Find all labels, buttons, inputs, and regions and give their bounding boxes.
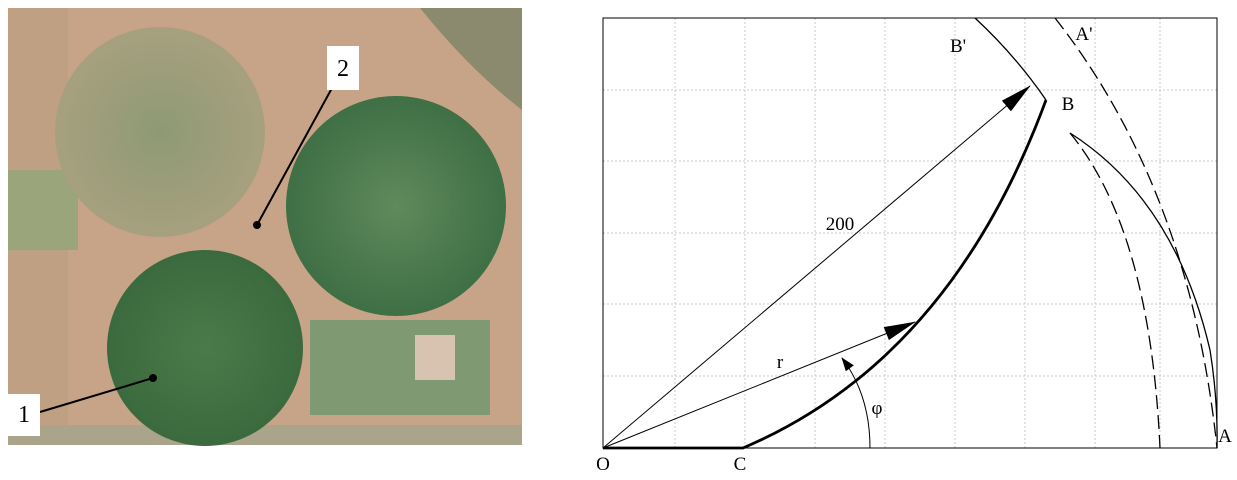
radius-arrow [603,86,1030,448]
arc-b-prime [975,18,1046,100]
buildings [415,335,455,380]
leader-dot [253,221,261,229]
point-label: O [596,454,610,475]
point-label: A' [1075,24,1092,45]
r-arrow [603,322,915,448]
grid [603,18,1217,448]
road [8,425,522,445]
point-label: B' [950,36,966,57]
pivot-field [55,27,265,237]
radius-label: 200 [826,214,855,235]
satellite-photo: 1 2 [8,8,522,446]
field-plot [310,320,490,415]
point-label: A [1218,426,1232,447]
figure: 1 2 200 r φ B' A' B A O C [0,0,1237,475]
point-label: B [1062,94,1075,115]
photo-label: 1 [18,402,30,428]
angle-label: φ [872,398,883,419]
pivot-field [107,250,303,446]
spiral [603,100,1046,448]
leader-dot [149,374,157,382]
r-label: r [777,352,784,373]
pivot-field [286,96,506,316]
dashed-curve [1070,133,1160,448]
diagram [603,18,1217,448]
photo-label: 2 [337,56,349,82]
field-strip [8,170,78,250]
solid-curve [1070,133,1217,448]
point-label: C [734,454,747,475]
